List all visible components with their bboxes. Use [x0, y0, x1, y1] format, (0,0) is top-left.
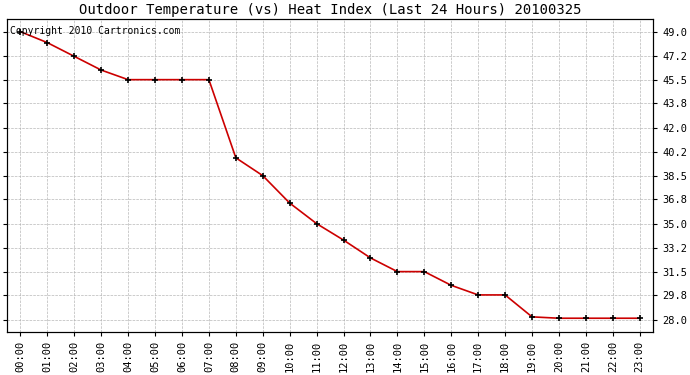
Title: Outdoor Temperature (vs) Heat Index (Last 24 Hours) 20100325: Outdoor Temperature (vs) Heat Index (Las… — [79, 3, 581, 17]
Text: Copyright 2010 Cartronics.com: Copyright 2010 Cartronics.com — [10, 26, 181, 36]
